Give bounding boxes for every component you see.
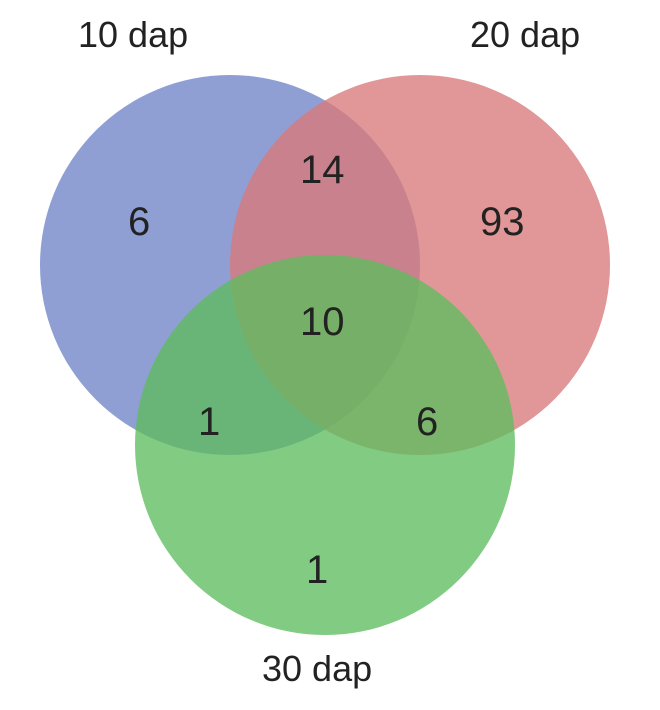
set-label-c: 30 dap: [262, 648, 372, 690]
region-c-only: 1: [306, 548, 328, 593]
region-b-only: 93: [480, 200, 525, 245]
region-abc: 10: [300, 300, 345, 345]
venn-svg: [0, 0, 660, 710]
region-bc: 6: [416, 400, 438, 445]
region-a-only: 6: [128, 200, 150, 245]
set-label-b: 20 dap: [470, 14, 580, 56]
set-label-a: 10 dap: [78, 14, 188, 56]
venn-diagram: 10 dap 20 dap 30 dap 6 93 1 14 1 6 10: [0, 0, 660, 710]
region-ab: 14: [300, 148, 345, 193]
region-ac: 1: [198, 400, 220, 445]
